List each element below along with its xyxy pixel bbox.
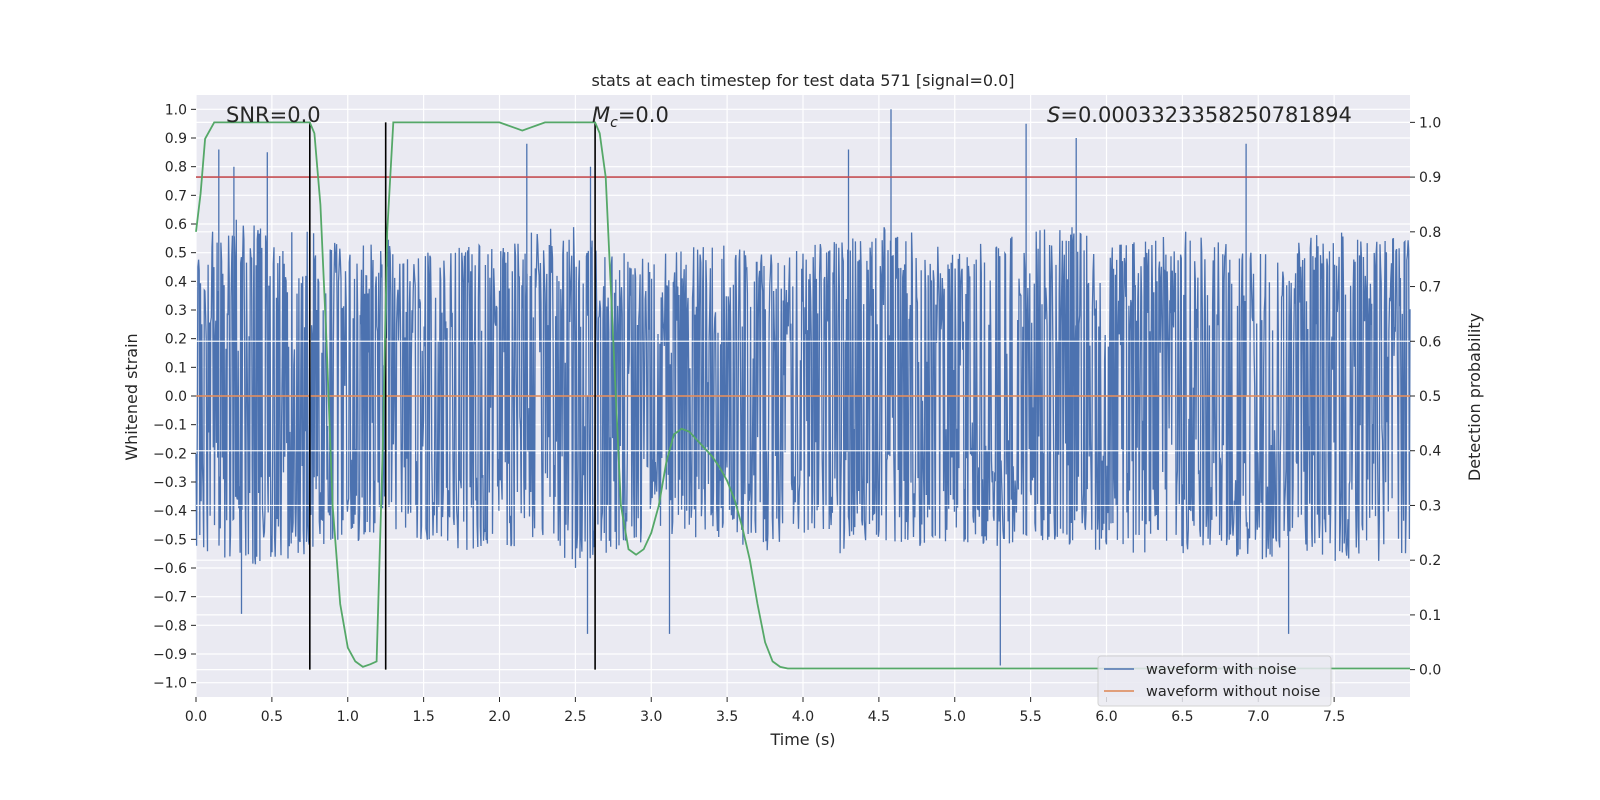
y-tick-label-right: 0.3 <box>1419 498 1441 514</box>
y-tick-label-left: −0.8 <box>153 618 187 634</box>
y-tick-label-left: 0.4 <box>165 274 187 290</box>
y-tick-label-right: 0.8 <box>1419 225 1441 241</box>
x-tick-label: 1.5 <box>412 709 434 725</box>
chirp-mass-symbol: M <box>592 103 610 127</box>
y-tick-label-right: 0.0 <box>1419 663 1441 679</box>
y-tick-label-right: 0.7 <box>1419 280 1441 296</box>
s-annotation: S=0.0003323358250781894 <box>1047 103 1352 127</box>
y-tick-label-right: 0.6 <box>1419 334 1441 350</box>
y-tick-label-left: −0.7 <box>153 590 187 606</box>
y-axis-label-right: Detection probability <box>1465 313 1484 481</box>
x-tick-label: 0.5 <box>261 709 283 725</box>
y-tick-label-left: −1.0 <box>153 676 187 692</box>
y-tick-label-left: 0.0 <box>165 389 187 405</box>
axes: 0.0 0.5 1.0 1.5 2.0 2.5 3.0 3.5 4.0 4.5 5.0 5.5 6.0 6… <box>153 102 1441 725</box>
s-symbol: S <box>1047 103 1060 127</box>
y-tick-label-left: −0.4 <box>153 504 187 520</box>
y-tick-label-left: 0.8 <box>165 160 187 176</box>
chirp-mass-subscript: c <box>610 115 618 131</box>
chart-title: stats at each timestep for test data 571… <box>591 71 1014 90</box>
y-tick-label-left: 0.2 <box>165 332 187 348</box>
y-tick-label-left: −0.9 <box>153 647 187 663</box>
x-tick-label: 0.0 <box>185 709 207 725</box>
y-tick-label-left: 0.5 <box>165 246 187 262</box>
x-tick-label: 2.0 <box>488 709 510 725</box>
x-tick-label: 4.0 <box>792 709 814 725</box>
legend: waveform with noise waveform without noi… <box>1097 655 1332 707</box>
x-tick-label: 4.5 <box>868 709 890 725</box>
x-tick-label: 1.0 <box>337 709 359 725</box>
y-tick-label-left: −0.3 <box>153 475 187 491</box>
x-tick-label: 3.5 <box>716 709 738 725</box>
y-tick-label-right: 0.9 <box>1419 170 1441 186</box>
y-tick-label-left: 0.7 <box>165 188 187 204</box>
y-tick-label-left: 0.3 <box>165 303 187 319</box>
legend-label-without-noise: waveform without noise <box>1146 684 1320 700</box>
y-tick-label-right: 0.5 <box>1419 389 1441 405</box>
y-tick-label-left: 0.1 <box>165 360 187 376</box>
y-tick-label-left: −0.6 <box>153 561 187 577</box>
s-value: =0.0003323358250781894 <box>1060 103 1352 127</box>
y-tick-label-right: 0.1 <box>1419 608 1441 624</box>
x-tick-label: 6.5 <box>1171 709 1193 725</box>
chirp-mass-annotation: Mc=0.0 <box>592 103 669 131</box>
snr-annotation: SNR=0.0 <box>226 103 321 127</box>
legend-box <box>1097 655 1332 707</box>
y-tick-label-right: 1.0 <box>1419 115 1441 131</box>
x-tick-label: 7.5 <box>1323 709 1345 725</box>
x-tick-label: 7.0 <box>1247 709 1269 725</box>
x-tick-label: 3.0 <box>640 709 662 725</box>
y-tick-label-left: 0.6 <box>165 217 187 233</box>
legend-label-with-noise: waveform with noise <box>1146 662 1297 678</box>
x-tick-label: 5.0 <box>944 709 966 725</box>
y-tick-label-left: 1.0 <box>165 102 187 118</box>
y-tick-label-left: −0.5 <box>153 532 187 548</box>
x-tick-label: 5.5 <box>1019 709 1041 725</box>
series-detection-probability <box>195 121 1410 670</box>
y-tick-label-left: −0.1 <box>153 418 187 434</box>
x-tick-label: 6.0 <box>1095 709 1117 725</box>
y-tick-label-left: 0.9 <box>165 131 187 147</box>
y-tick-label-right: 0.2 <box>1419 553 1441 569</box>
y-axis-label-left: Whitened strain <box>122 333 141 460</box>
chirp-mass-value: =0.0 <box>618 103 669 127</box>
y-tick-label-right: 0.4 <box>1419 444 1441 460</box>
y-tick-label-left: −0.2 <box>153 446 187 462</box>
data-layer <box>195 109 1411 670</box>
x-tick-label: 2.5 <box>564 709 586 725</box>
x-axis-label: Time (s) <box>769 730 835 749</box>
